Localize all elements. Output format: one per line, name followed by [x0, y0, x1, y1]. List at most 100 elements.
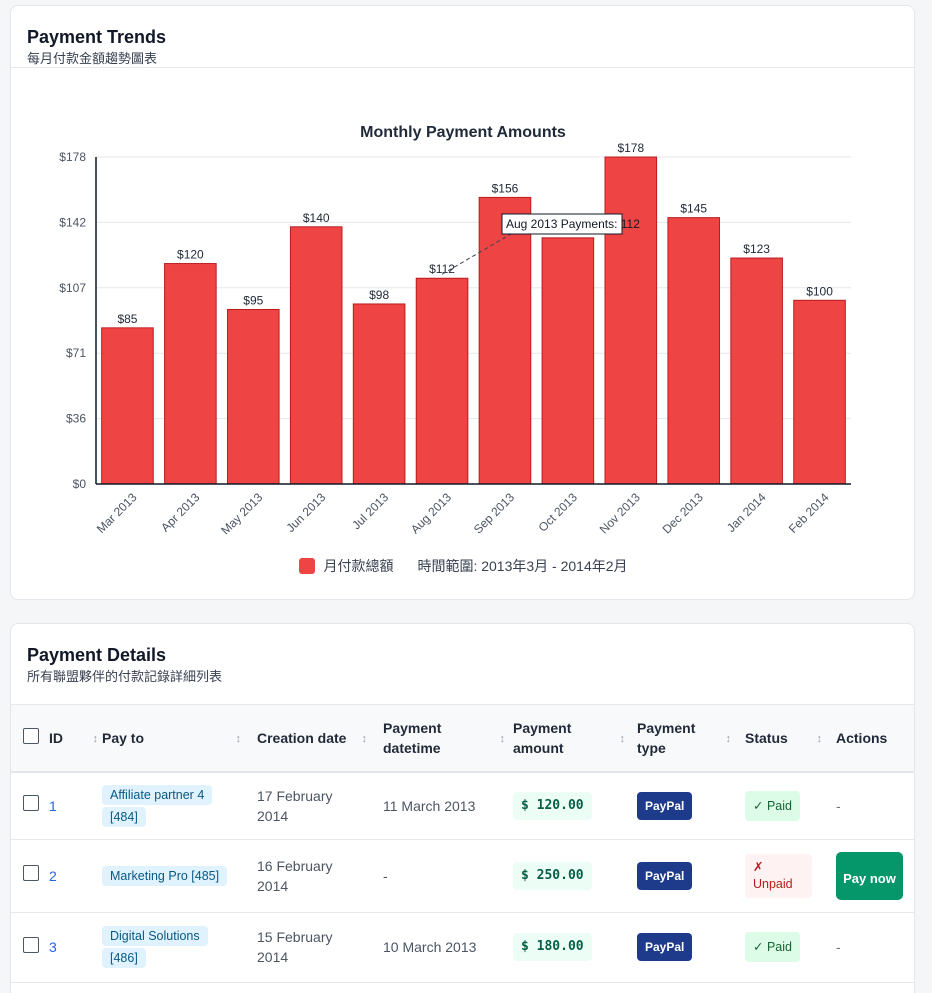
payment-amount: $ 120.00	[513, 791, 592, 820]
x-tick-label: Mar 2013	[94, 490, 140, 536]
status-cell: ✗ Unpaid	[745, 839, 836, 912]
bar-data-label: $95	[243, 293, 263, 307]
payment-datetime-cell: 11 March 2013	[383, 797, 476, 814]
payment-datetime-cell: -	[383, 867, 388, 884]
column-header-actions: Actions	[836, 705, 914, 773]
sort-icon[interactable]: ↕	[235, 733, 242, 745]
bar-mar-2013	[101, 327, 154, 485]
select-all-header	[11, 705, 49, 773]
sort-icon[interactable]: ↕	[92, 733, 99, 745]
affiliate-tag[interactable]: Digital Solutions [486]	[102, 926, 208, 968]
payment-amount: $ 250.00	[513, 861, 592, 890]
column-header-pay-to[interactable]: Pay to ↕	[102, 705, 257, 773]
bar-aug-2013	[415, 277, 469, 485]
payment-amount-cell: $ 180.00	[513, 912, 637, 982]
x-tick-label: Nov 2013	[597, 490, 643, 536]
select-all-checkbox[interactable]	[23, 727, 39, 744]
sort-icon[interactable]: ↕	[816, 733, 823, 745]
bar-data-label: $145	[680, 202, 707, 216]
id-cell: 3	[49, 912, 102, 982]
legend-label[interactable]: 月付款總額	[323, 558, 394, 574]
x-tick-label: Feb 2014	[786, 490, 832, 536]
actions-cell: -	[836, 939, 841, 955]
payment-trends-title: Payment Trends	[27, 27, 167, 47]
bar-feb-2014	[793, 299, 846, 485]
paypal-badge: PayPal	[637, 933, 693, 961]
payment-amount: $ 180.00	[513, 933, 592, 961]
payment-details-header: Payment Details 所有聯盟夥伴的付款記錄詳細列表	[11, 624, 914, 705]
payment-datetime-cell: 10 March 2013	[383, 939, 477, 955]
column-header-payment-amount[interactable]: Payment amount ↕	[513, 705, 637, 773]
creation-date-cell: 17 February 2014	[257, 787, 333, 824]
legend-time-range: 時間範圍: 2013年3月 - 2014年2月	[417, 558, 628, 574]
column-header-status[interactable]: Status ↕	[745, 705, 836, 773]
creation-date-cell: 16 February 2014	[257, 857, 333, 894]
payment-type-cell: PayPal	[637, 839, 745, 912]
sort-icon[interactable]: ↕	[619, 733, 626, 745]
bar-data-label: $112	[429, 262, 455, 276]
x-tick-label: May 2013	[218, 490, 265, 537]
bar-oct-2013	[541, 237, 595, 485]
sort-icon[interactable]: ↕	[499, 733, 506, 745]
row-id-link[interactable]: 1	[49, 797, 57, 814]
bar-nov-2013	[604, 156, 658, 485]
status-badge: ✓ Paid	[745, 932, 800, 962]
row-checkbox[interactable]	[23, 865, 39, 881]
legend-swatch[interactable]	[299, 558, 316, 574]
affiliate-tag[interactable]: Affiliate partner 4 [484]	[102, 784, 213, 827]
status-badge: ✓ Paid	[745, 790, 800, 821]
payment-type-cell: PayPal	[637, 772, 745, 839]
payment-trends-header: Payment Trends 每月付款金額趨勢圖表	[11, 6, 914, 68]
paypal-badge: PayPal	[637, 791, 693, 820]
column-header-payment-datetime[interactable]: Payment datetime ↕	[383, 705, 513, 773]
row-select-cell	[11, 912, 49, 982]
payment-trends-card: Payment Trends 每月付款金額趨勢圖表 Monthly Paymen…	[10, 5, 915, 600]
x-tick-label: Oct 2013	[536, 490, 581, 535]
bar-jan-2014	[730, 257, 783, 485]
pay-to-cell: Digital Solutions [486]	[102, 912, 257, 982]
bar-jun-2013	[289, 226, 343, 485]
x-tick-label: Jan 2014	[724, 490, 769, 535]
sort-icon[interactable]: ↕	[361, 733, 368, 745]
column-header-payment-type[interactable]: Payment type ↕	[637, 705, 745, 773]
creation-date-cell: 15 February 2014	[257, 929, 333, 965]
bar-data-label: $120	[177, 248, 204, 262]
bar-data-label: $178	[617, 141, 644, 155]
x-tick-label: Aug 2013	[408, 490, 454, 536]
pay-now-button[interactable]: Pay now	[836, 851, 903, 900]
bar-dec-2013	[667, 217, 721, 485]
column-header-id[interactable]: ID ↕	[49, 705, 102, 773]
table-row: 1 Affiliate partner 4 [484] 17 February …	[11, 772, 914, 839]
table-row: 3 Digital Solutions [486] 15 February 20…	[11, 912, 914, 982]
payment-amount-cell: $ 250.00	[513, 839, 637, 912]
affiliate-tag[interactable]: Marketing Pro [485]	[102, 865, 228, 886]
bar-data-label: $156	[492, 181, 519, 195]
payment-trends-subtitle: 每月付款金額趨勢圖表	[27, 51, 158, 66]
id-cell: 1	[49, 772, 102, 839]
paypal-badge: PayPal	[637, 861, 693, 890]
id-cell: 2	[49, 839, 102, 912]
row-select-cell	[11, 772, 49, 839]
row-id-link[interactable]: 2	[49, 867, 57, 884]
pay-to-cell: Affiliate partner 4 [484]	[102, 772, 257, 839]
y-tick-label: $142	[59, 215, 86, 229]
status-badge: ✗ Unpaid	[745, 853, 812, 898]
tooltip-text: Aug 2013 Payments: 112	[506, 217, 640, 231]
payment-type-cell: PayPal	[637, 912, 745, 982]
status-cell: ✓ Paid	[745, 772, 836, 839]
row-checkbox[interactable]	[23, 795, 39, 812]
x-tick-label: Jul 2013	[349, 490, 391, 532]
payment-details-title: Payment Details	[27, 645, 167, 665]
row-select-cell	[11, 839, 49, 912]
row-id-link[interactable]: 3	[49, 939, 57, 955]
payment-details-card: Payment Details 所有聯盟夥伴的付款記錄詳細列表 ID ↕ Pay …	[10, 623, 915, 993]
bar-jul-2013	[352, 303, 406, 485]
sort-icon[interactable]: ↕	[725, 733, 732, 745]
payment-amount-cell: $ 120.00	[513, 772, 637, 839]
actions-cell: Pay now	[836, 839, 914, 912]
bar-data-label: $98	[369, 288, 389, 302]
column-header-creation-date[interactable]: Creation date ↕	[257, 705, 383, 773]
payment-details-subtitle: 所有聯盟夥伴的付款記錄詳細列表	[27, 669, 223, 684]
bar-data-label: $85	[117, 312, 137, 326]
row-checkbox[interactable]	[23, 936, 39, 953]
